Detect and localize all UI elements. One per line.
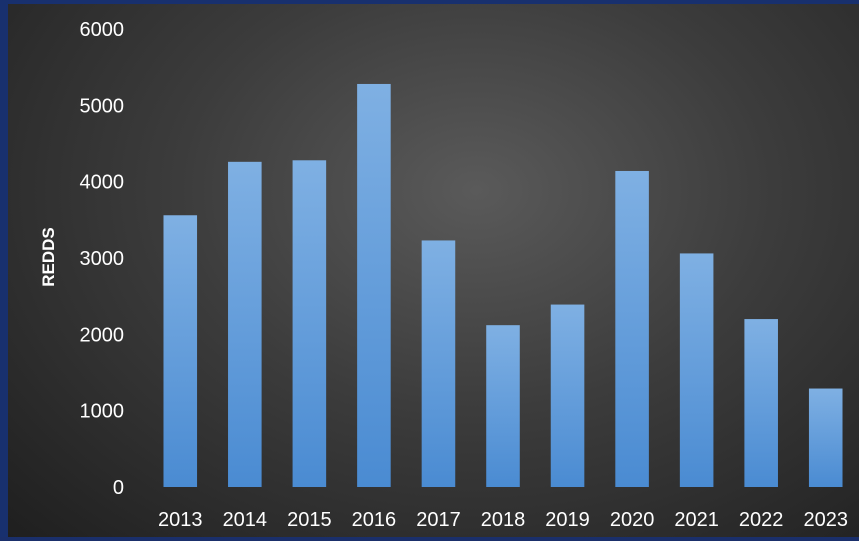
x-tick-label: 2020	[610, 509, 655, 531]
x-tick-label: 2019	[545, 509, 590, 531]
x-tick-label: 2015	[287, 509, 332, 531]
bar-2016	[357, 83, 391, 488]
y-tick-label: 2000	[80, 324, 125, 346]
bar-2018	[486, 325, 520, 487]
bar-2014	[228, 161, 262, 487]
x-tick-label: 2014	[223, 509, 268, 531]
bars-group	[163, 83, 843, 488]
y-tick-label: 1000	[80, 401, 125, 423]
y-axis-title: REDDS	[39, 227, 58, 287]
x-tick-label: 2023	[803, 509, 848, 531]
bar-2021	[679, 253, 714, 487]
bar-2022	[744, 319, 778, 487]
bar-2017	[421, 240, 456, 487]
y-tick-label: 0	[113, 477, 124, 499]
y-tick-label: 5000	[80, 95, 125, 117]
bar-2020	[615, 170, 649, 488]
x-tick-label: 2021	[674, 509, 719, 531]
x-tick-label: 2017	[416, 509, 461, 531]
x-tick-label: 2018	[481, 509, 526, 531]
x-axis: 2013 2014 2015 2016 2017 2018 2019 2020 2021 2022…	[158, 509, 848, 531]
bar-2015	[292, 160, 327, 487]
y-axis: 0 1000 2000 3000 4000 5000 6000	[80, 19, 125, 499]
y-tick-label: 6000	[80, 19, 125, 41]
bar-2019	[550, 304, 585, 487]
bar-2013	[163, 215, 198, 487]
x-tick-label: 2022	[739, 509, 784, 531]
x-tick-label: 2013	[158, 509, 203, 531]
x-tick-label: 2016	[352, 509, 397, 531]
y-tick-label: 4000	[80, 172, 125, 194]
y-tick-label: 3000	[80, 248, 125, 270]
bar-2023	[808, 388, 843, 487]
